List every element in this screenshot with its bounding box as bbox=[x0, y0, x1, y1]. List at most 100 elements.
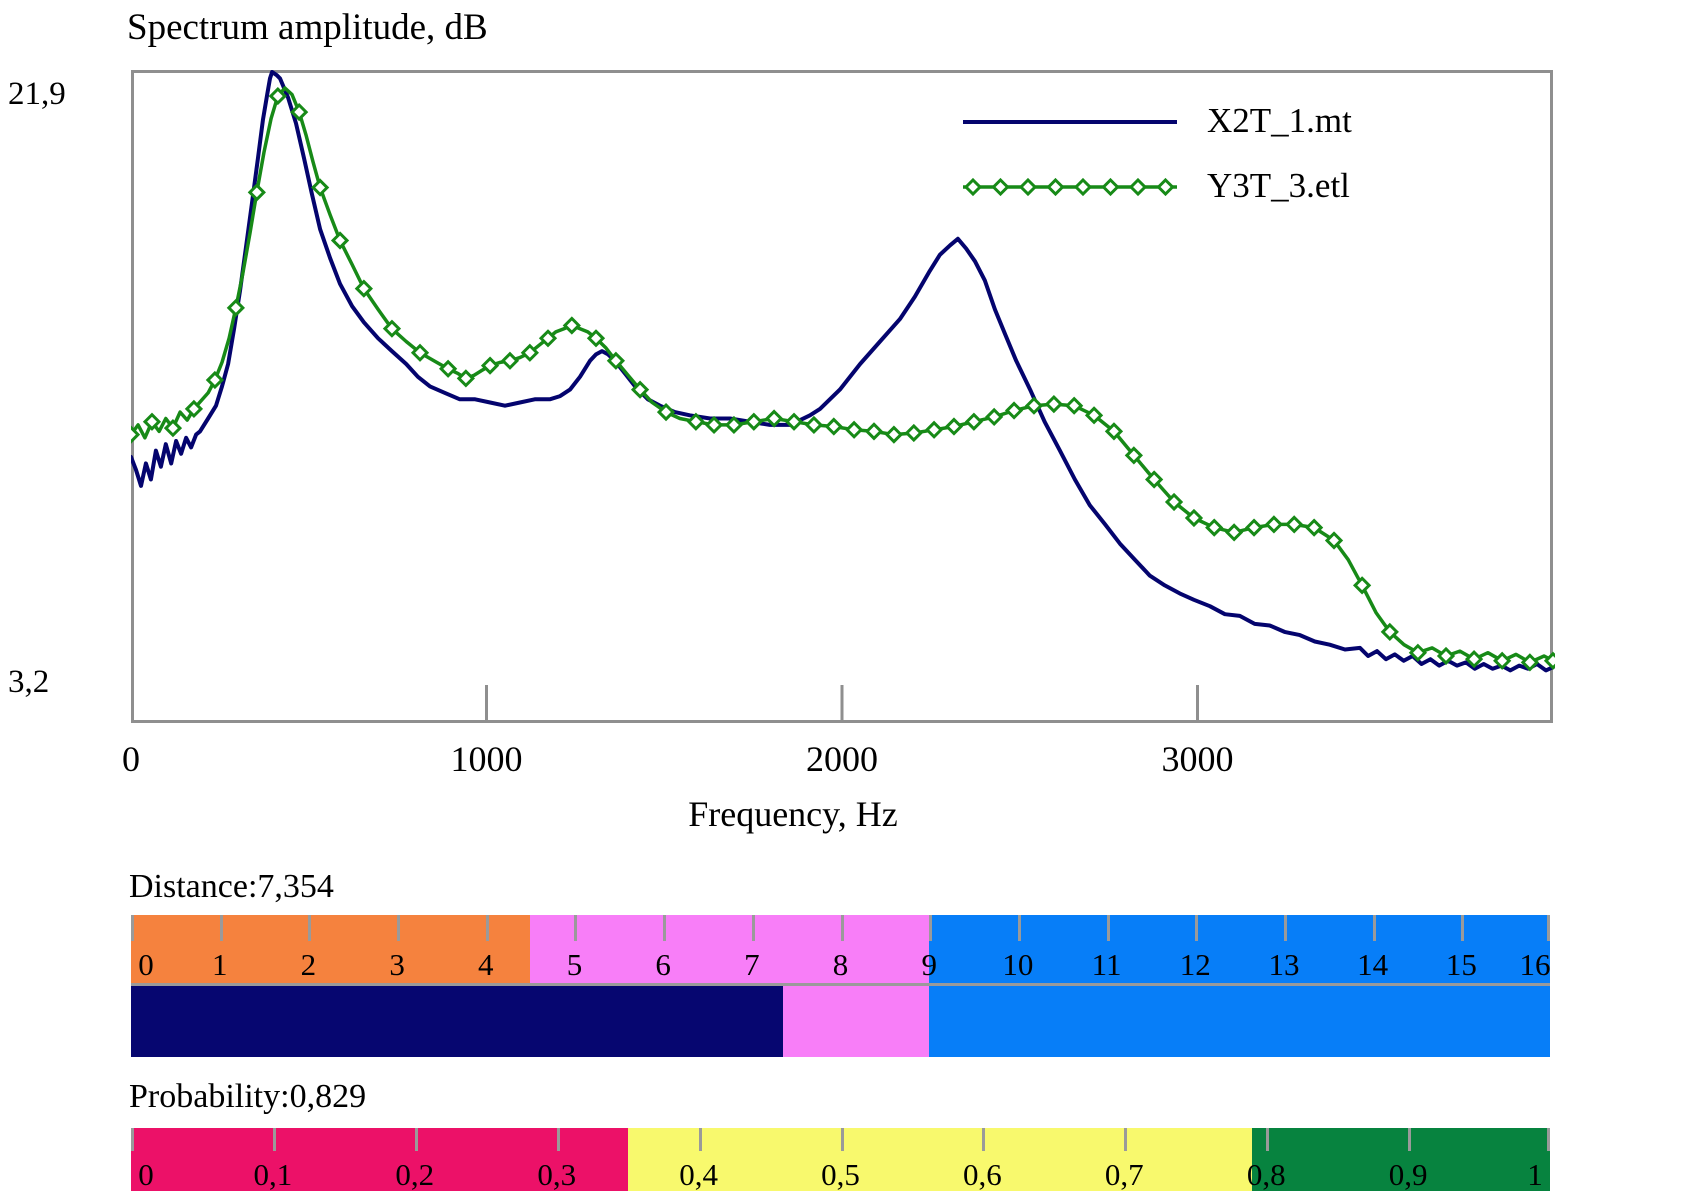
probability-scale-segment bbox=[627, 1128, 1252, 1191]
distance-scale-tick-label-4: 4 bbox=[478, 947, 494, 982]
distance-scale-tick-label-15: 15 bbox=[1445, 947, 1477, 982]
diamond-marker bbox=[656, 402, 676, 422]
x-tick-label-0: 0 bbox=[122, 739, 140, 779]
diamond-marker bbox=[131, 425, 141, 444]
probability-scale-tick-label-0_5: 0,5 bbox=[821, 1157, 860, 1191]
diamond-marker bbox=[382, 319, 402, 338]
diamond-marker bbox=[864, 422, 884, 441]
diamond-marker bbox=[824, 417, 843, 436]
diamond-marker bbox=[1104, 422, 1124, 441]
probability-scale-tick bbox=[131, 1128, 134, 1151]
legend-item-y3t-label: Y3T_3.etl bbox=[1207, 166, 1350, 205]
probability-scale-tick-label-0_6: 0,6 bbox=[963, 1157, 1002, 1191]
diamond-marker bbox=[964, 412, 984, 431]
diamond-marker bbox=[311, 178, 330, 197]
distance-value: 7,354 bbox=[257, 868, 334, 905]
x-axis-title: Frequency, Hz bbox=[688, 794, 898, 834]
legend-diamond-marker bbox=[1156, 177, 1175, 197]
legend-diamond-marker bbox=[963, 177, 983, 197]
distance-value-segment bbox=[131, 986, 784, 1057]
legend-diamond-marker bbox=[1128, 177, 1148, 197]
distance-scale-tick-label-12: 12 bbox=[1179, 947, 1211, 982]
legend-diamond-marker bbox=[1046, 177, 1065, 197]
probability-readout: Probability:0,829 bbox=[129, 1078, 366, 1116]
diamond-marker bbox=[1285, 515, 1304, 534]
diamond-marker bbox=[142, 412, 162, 431]
diamond-marker bbox=[1124, 446, 1143, 465]
distance-scale-tick-label-11: 11 bbox=[1091, 947, 1122, 982]
probability-scale-tick bbox=[1547, 1128, 1550, 1151]
diamond-marker bbox=[1084, 406, 1104, 425]
diamond-marker bbox=[1464, 650, 1484, 669]
diamond-marker bbox=[1224, 523, 1244, 542]
diamond-marker bbox=[1543, 651, 1555, 670]
diamond-marker bbox=[205, 370, 225, 390]
legend-diamond-marker bbox=[1073, 177, 1093, 197]
probability-scale-tick bbox=[1124, 1128, 1128, 1151]
diamond-marker bbox=[686, 412, 706, 431]
legend-diamond-marker bbox=[1018, 177, 1038, 197]
diamond-marker bbox=[985, 407, 1004, 427]
probability-scale-tick bbox=[1408, 1128, 1412, 1151]
probability-scale-tick bbox=[840, 1128, 844, 1151]
distance-scale-segment bbox=[530, 915, 930, 983]
diamond-marker bbox=[1024, 396, 1044, 415]
distance-scale-tick bbox=[1283, 915, 1287, 941]
probability-scale-tick bbox=[556, 1128, 560, 1151]
distance-value-segment bbox=[929, 986, 1550, 1057]
distance-scale-tick-label-8: 8 bbox=[832, 947, 849, 982]
diamond-marker bbox=[804, 415, 824, 435]
diamond-marker bbox=[163, 419, 183, 438]
diamond-marker bbox=[844, 420, 864, 439]
diamond-marker bbox=[1004, 401, 1024, 420]
probability-scale-tick-label-0_9: 0,9 bbox=[1388, 1157, 1428, 1191]
plot-frame bbox=[131, 70, 1553, 723]
probability-name: Probability: bbox=[129, 1078, 290, 1115]
diamond-marker bbox=[924, 420, 944, 439]
distance-scale-tick bbox=[1547, 915, 1550, 941]
diamond-marker bbox=[1044, 394, 1063, 414]
diamond-marker bbox=[1164, 492, 1184, 512]
distance-scale-tick bbox=[131, 915, 134, 941]
distance-scale-tick bbox=[751, 915, 755, 941]
probability-scale-tick-label-1: 1 bbox=[1527, 1157, 1543, 1191]
diamond-marker bbox=[562, 316, 581, 335]
distance-scale-tick bbox=[840, 915, 844, 941]
x-tick-label-3000: 3000 bbox=[1161, 739, 1234, 779]
distance-scale-segment bbox=[929, 915, 1550, 983]
distance-scale-tick-label-2: 2 bbox=[300, 947, 317, 982]
distance-scale-tick bbox=[574, 915, 578, 941]
diamond-marker bbox=[290, 102, 309, 122]
diamond-marker bbox=[268, 86, 287, 106]
probability-scale-tick-label-0_2: 0,2 bbox=[395, 1157, 435, 1191]
distance-readout: Distance:7,354 bbox=[129, 868, 334, 906]
distance-scale-tick bbox=[219, 915, 223, 941]
diamond-marker bbox=[520, 343, 539, 362]
distance-scale-tick bbox=[929, 915, 933, 941]
distance-scale-tick-label-7: 7 bbox=[744, 947, 760, 982]
diamond-marker bbox=[1184, 508, 1204, 528]
diamond-marker bbox=[226, 298, 245, 317]
diamond-marker bbox=[456, 369, 476, 388]
distance-scale-tick-label-6: 6 bbox=[655, 947, 671, 982]
distance-value-segment bbox=[783, 986, 930, 1057]
distance-scale-segment bbox=[131, 915, 531, 983]
distance-scale-tick-label-10: 10 bbox=[1002, 947, 1034, 982]
distance-scale-tick bbox=[1106, 915, 1110, 941]
distance-scale-tick bbox=[308, 915, 312, 941]
diamond-marker bbox=[764, 409, 784, 428]
legend-item-x2t-label: X2T_1.mt bbox=[1207, 101, 1352, 140]
probability-scale-tick-label-0_3: 0,3 bbox=[537, 1157, 577, 1191]
legend-diamond-marker bbox=[991, 177, 1010, 197]
distance-scale-tick bbox=[1372, 915, 1376, 941]
probability-scale-tick-label-0: 0 bbox=[138, 1157, 154, 1191]
probability-scale-tick-label-0_4: 0,4 bbox=[679, 1157, 718, 1191]
distance-scale-tick bbox=[1195, 915, 1199, 941]
diamond-marker bbox=[1408, 643, 1428, 662]
diamond-marker bbox=[1352, 576, 1372, 595]
probability-scale-segment bbox=[1252, 1128, 1550, 1191]
diamond-marker bbox=[1380, 622, 1399, 642]
diamond-marker bbox=[1145, 470, 1164, 489]
probability-scale-tick bbox=[414, 1128, 418, 1151]
